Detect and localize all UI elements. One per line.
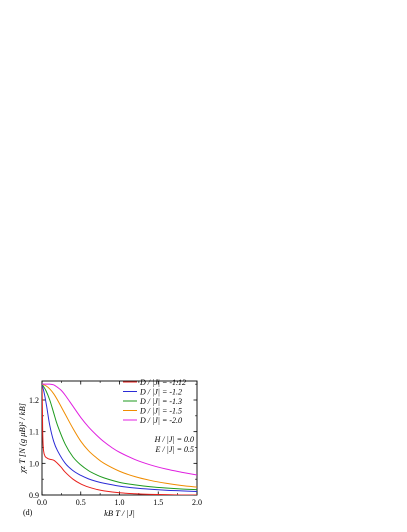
y-axis-label: χz T [N (g μB)² / kB] xyxy=(17,403,27,474)
series-line-4 xyxy=(42,383,197,488)
legend-label-4: D / |J| = -1.5 xyxy=(139,407,182,416)
series-layer xyxy=(42,383,197,495)
x-axis-label: kB T / |J| xyxy=(104,508,135,518)
series-line-2 xyxy=(42,384,197,493)
series-line-1 xyxy=(42,384,197,495)
x-tick-label: 1.5 xyxy=(153,498,163,507)
y-tick-label: 1.2 xyxy=(29,396,39,405)
label-layer: kB T / |J| χz T [N (g μB)² / kB] (d) xyxy=(17,403,135,518)
series-line-5 xyxy=(42,383,197,476)
y-tick-label: 1.0 xyxy=(29,459,39,468)
y-tick-label: 0.9 xyxy=(29,491,39,500)
legend-label-3: D / |J| = -1.3 xyxy=(139,397,182,406)
y-tick-label: 1.1 xyxy=(29,428,39,437)
legend-layer: D / |J| = -1.12D / |J| = -1.2D / |J| = -… xyxy=(123,378,194,454)
x-tick-label: 0.5 xyxy=(76,498,86,507)
legend-label-5: D / |J| = -2.0 xyxy=(139,416,182,425)
x-tick-label: 0.0 xyxy=(37,498,47,507)
annotation-2: E / |J| = 0.5 xyxy=(155,445,194,454)
legend-label-1: D / |J| = -1.12 xyxy=(139,378,186,387)
panel-label: (d) xyxy=(23,508,33,517)
x-tick-label: 1.0 xyxy=(115,498,125,507)
annotation-1: H / |J| = 0.0 xyxy=(154,435,194,444)
legend-label-2: D / |J| = -1.2 xyxy=(139,388,182,397)
series-line-3 xyxy=(42,383,197,491)
x-tick-label: 2.0 xyxy=(192,498,202,507)
